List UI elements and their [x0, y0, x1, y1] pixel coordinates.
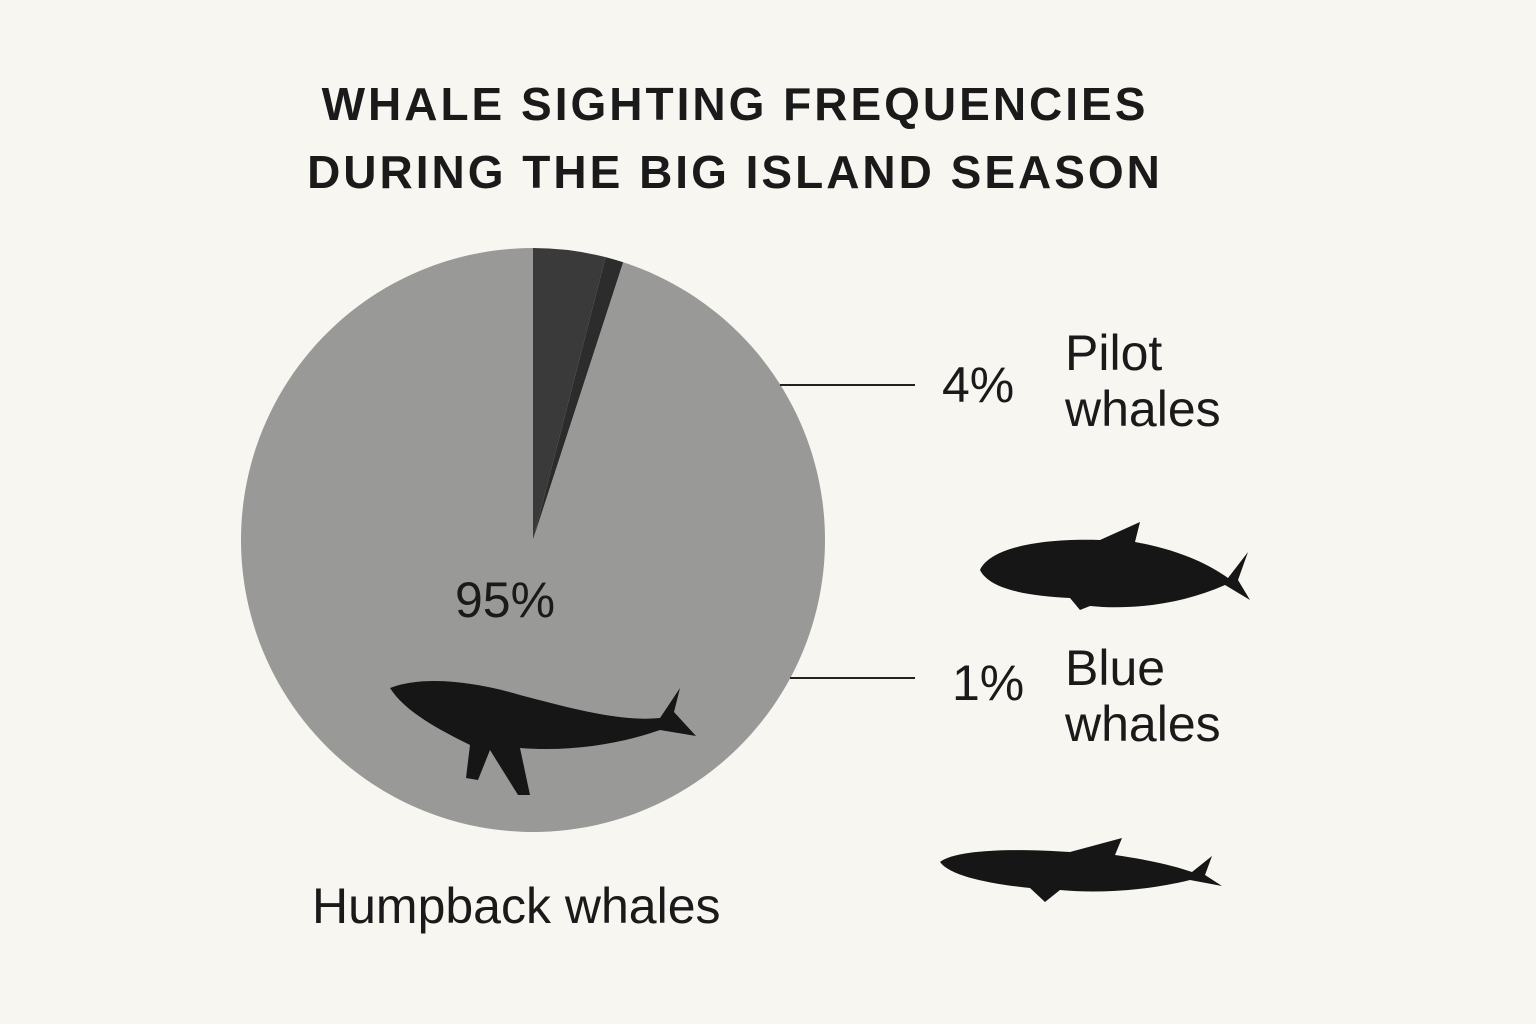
category-label: Blue whales: [1065, 640, 1221, 752]
category-label: Humpback whales: [312, 878, 721, 934]
blue-icon: [940, 838, 1222, 902]
category-label: Pilot whales: [1065, 325, 1221, 437]
value-label: 95%: [455, 572, 556, 628]
pie-slice: [533, 257, 624, 540]
pie-slice: [240, 248, 826, 833]
pie-slice: [533, 248, 606, 540]
pilot-icon: [980, 522, 1250, 610]
humpback-icon: [390, 680, 696, 795]
value-label: 1%: [952, 655, 1025, 711]
chart-title: WHALE SIGHTING FREQUENCIES DURING THE BI…: [307, 78, 1163, 198]
value-label: 4%: [942, 357, 1015, 413]
